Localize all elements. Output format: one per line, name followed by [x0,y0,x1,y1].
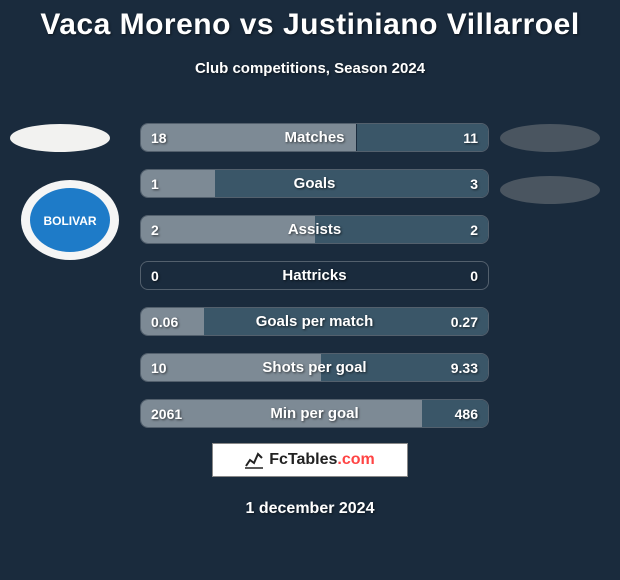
stat-bar-value-left: 0.06 [151,308,178,335]
stat-bar-value-right: 0 [470,262,478,289]
stat-bar-value-left: 10 [151,354,167,381]
club-badge-bolivar: BOLIVAR [20,179,120,261]
player-right-country-badge-2 [500,176,600,204]
date-label: 1 december 2024 [0,500,620,518]
stat-bar-row: Shots per goal10 9.33 [140,353,489,382]
stat-bar-value-right: 486 [455,400,478,427]
stat-bar-label: Shots per goal [141,354,488,381]
stat-bar-value-right: 0.27 [451,308,478,335]
stat-bar-label: Hattricks [141,262,488,289]
stat-bar-value-left: 1 [151,170,159,197]
stat-bar-value-left: 18 [151,124,167,151]
stat-bar-row: Hattricks0 0 [140,261,489,290]
stat-bar-row: Min per goal2061 486 [140,399,489,428]
stat-bar-label: Matches [141,124,488,151]
stat-bar-label: Min per goal [141,400,488,427]
stat-bar-value-right: 2 [470,216,478,243]
subtitle: Club competitions, Season 2024 [0,60,620,77]
stat-bar-value-left: 0 [151,262,159,289]
stat-bar-row: Goals per match0.06 0.27 [140,307,489,336]
stat-bar-value-left: 2 [151,216,159,243]
stat-bar-label: Goals per match [141,308,488,335]
club-badge-text: BOLIVAR [43,214,96,228]
stat-bar-value-right: 11 [463,124,478,151]
stat-bar-row: Matches18 11 [140,123,489,152]
stat-bar-label: Goals [141,170,488,197]
page-title: Vaca Moreno vs Justiniano Villarroel [0,0,620,42]
fctables-logo-icon [245,451,263,469]
footer-brand: FcTables [269,451,337,468]
stat-bar-row: Assists2 2 [140,215,489,244]
stat-bars-container: Matches18 11 Goals1 3 Assists2 2 Hattricks0 0 Go… [140,123,489,445]
stat-bar-value-right: 3 [470,170,478,197]
footer-suffix: .com [337,451,374,468]
stat-bar-value-left: 2061 [151,400,182,427]
stat-bar-row: Goals1 3 [140,169,489,198]
stat-bar-label: Assists [141,216,488,243]
player-left-country-badge [10,124,110,152]
stat-bar-value-right: 9.33 [451,354,478,381]
player-right-country-badge-1 [500,124,600,152]
fctables-logo: FcTables.com [212,443,408,477]
